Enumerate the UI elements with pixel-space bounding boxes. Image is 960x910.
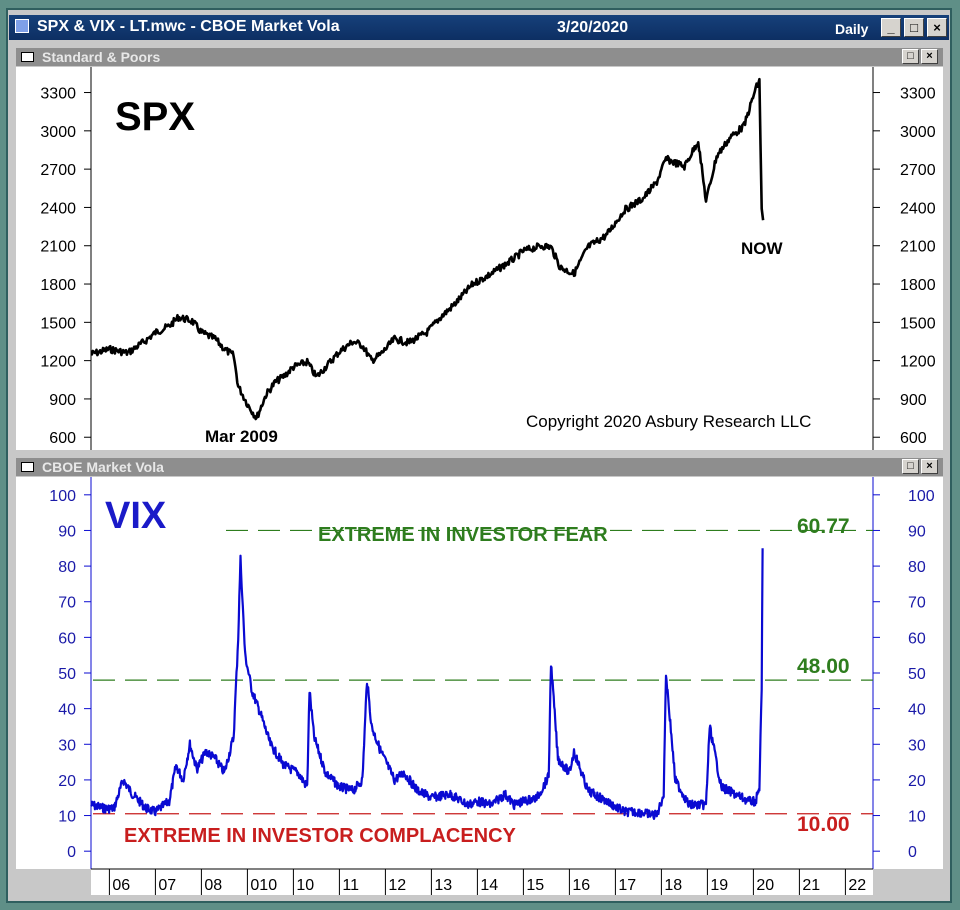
vix-tick-label-right: 30 [908, 737, 926, 754]
x-tick-label: 21 [802, 877, 820, 894]
spx-panel-restore-button[interactable]: □ [902, 49, 919, 64]
spx-tick-label-right: 1200 [900, 354, 936, 371]
vix-panel-restore-button[interactable]: □ [902, 459, 919, 474]
spx-tick-label-left: 1800 [40, 277, 76, 294]
close-button[interactable]: × [927, 18, 947, 37]
complacency-value-label: 10.00 [797, 813, 850, 836]
spx-tick-label-left: 1200 [40, 354, 76, 371]
vix-tick-label-right: 90 [908, 523, 926, 540]
vix-tick-label-left: 60 [58, 630, 76, 647]
spx-tick-label-left: 900 [49, 392, 76, 409]
spx-series-line [90, 77, 765, 421]
now-annotation: NOW [741, 239, 784, 258]
fear-value-label: 60.77 [797, 515, 850, 538]
vix-panel-titlebar: CBOE Market Vola □ × [16, 458, 943, 476]
spx-panel-title: Standard & Poors [42, 49, 161, 65]
vix-tick-label-right: 0 [908, 844, 917, 861]
vix-tick-label-left: 100 [49, 488, 76, 505]
vix-tick-label-left: 70 [58, 595, 76, 612]
maximize-button[interactable]: □ [904, 18, 924, 37]
vix-tick-label-left: 40 [58, 702, 76, 719]
x-tick-label: 13 [434, 877, 452, 894]
vix-tick-label-right: 100 [908, 488, 935, 505]
vix-panel-close-button[interactable]: × [921, 459, 938, 474]
vix-tick-label-right: 10 [908, 809, 926, 826]
copyright-text: Copyright 2020 Asbury Research LLC [526, 412, 811, 431]
x-tick-label: 22 [848, 877, 866, 894]
vix-tick-label-right: 70 [908, 595, 926, 612]
window-date: 3/20/2020 [557, 19, 629, 36]
spx-tick-label-right: 2100 [900, 239, 936, 256]
vix-panel-title: CBOE Market Vola [42, 459, 164, 475]
vix-tick-label-left: 0 [67, 844, 76, 861]
spx-tick-label-left: 3300 [40, 86, 76, 103]
minimize-button[interactable]: _ [881, 18, 901, 37]
x-tick-label: 18 [664, 877, 682, 894]
spx-plot-background [16, 67, 943, 450]
spx-tick-label-right: 3000 [900, 124, 936, 141]
spx-chart-title: SPX [115, 95, 195, 139]
complacency-label: EXTREME IN INVESTOR COMPLACENCY [124, 825, 517, 847]
reference-lines [93, 529, 873, 815]
x-tick-label: 06 [112, 877, 130, 894]
vix-ticks: 0 0 10 10 20 20 30 30 40 40 50 50 60 60 70 70 80 80 90 90 10… [49, 488, 935, 861]
x-tick-label: 11 [342, 877, 359, 894]
vix-tick-label-right: 20 [908, 773, 926, 790]
spx-tick-label-right: 600 [900, 430, 927, 447]
panel-icon [21, 462, 34, 472]
spx-ticks: 600 600 900 900 1200 1200 1500 1500 1800 1800 2100… [40, 86, 935, 448]
spx-tick-label-right: 1800 [900, 277, 936, 294]
x-tick-label: 010 [250, 877, 277, 894]
vix-series-line [90, 548, 764, 821]
vix-tick-label-left: 10 [58, 809, 76, 826]
x-tick-label: 17 [618, 877, 636, 894]
vix-chart-title: VIX [105, 495, 167, 537]
low-annotation: Mar 2009 [205, 427, 278, 446]
spx-tick-label-left: 2700 [40, 162, 76, 179]
spx-tick-label-left: 2400 [40, 200, 76, 217]
spx-tick-label-left: 600 [49, 430, 76, 447]
vix-tick-label-left: 20 [58, 773, 76, 790]
spx-panel-close-button[interactable]: × [921, 49, 938, 64]
spx-tick-label-left: 3000 [40, 124, 76, 141]
x-tick-label: 07 [158, 877, 176, 894]
x-tick-label: 12 [388, 877, 406, 894]
vix-tick-label-right: 50 [908, 666, 926, 683]
x-ticks: 06 07 08 010 10 11 12 13 14 15 16 17 18 19 20 21 22 [108, 869, 866, 895]
vix-tick-label-right: 40 [908, 702, 926, 719]
panel-icon [21, 52, 34, 62]
vix-tick-label-left: 80 [58, 559, 76, 576]
x-tick-label: 20 [756, 877, 774, 894]
x-tick-label: 08 [204, 877, 222, 894]
spx-tick-label-right: 3300 [900, 86, 936, 103]
window-title: SPX & VIX - LT.mwc - CBOE Market Vola [37, 18, 340, 35]
vix-tick-label-left: 30 [58, 737, 76, 754]
vix-tick-label-left: 50 [58, 666, 76, 683]
period-label: Daily [835, 21, 869, 37]
app-icon [15, 19, 29, 33]
spx-tick-label-right: 1500 [900, 315, 936, 332]
spx-tick-label-right: 2700 [900, 162, 936, 179]
x-axis-strip [91, 869, 873, 895]
x-tick-label: 19 [710, 877, 728, 894]
vix-tick-label-right: 60 [908, 630, 926, 647]
spx-panel-titlebar: Standard & Poors □ × [16, 48, 943, 66]
x-tick-label: 15 [526, 877, 544, 894]
x-tick-label: 10 [296, 877, 314, 894]
mid-value-label: 48.00 [797, 655, 850, 678]
spx-tick-label-right: 2400 [900, 200, 936, 217]
fear-label: EXTREME IN INVESTOR FEAR [318, 524, 608, 546]
x-tick-label: 14 [480, 877, 498, 894]
x-tick-label: 16 [572, 877, 590, 894]
vix-tick-label-right: 80 [908, 559, 926, 576]
spx-tick-label-right: 900 [900, 392, 927, 409]
spx-tick-label-left: 1500 [40, 315, 76, 332]
vix-tick-label-left: 90 [58, 523, 76, 540]
spx-tick-label-left: 2100 [40, 239, 76, 256]
window-titlebar: SPX & VIX - LT.mwc - CBOE Market Vola 3/… [9, 15, 949, 40]
